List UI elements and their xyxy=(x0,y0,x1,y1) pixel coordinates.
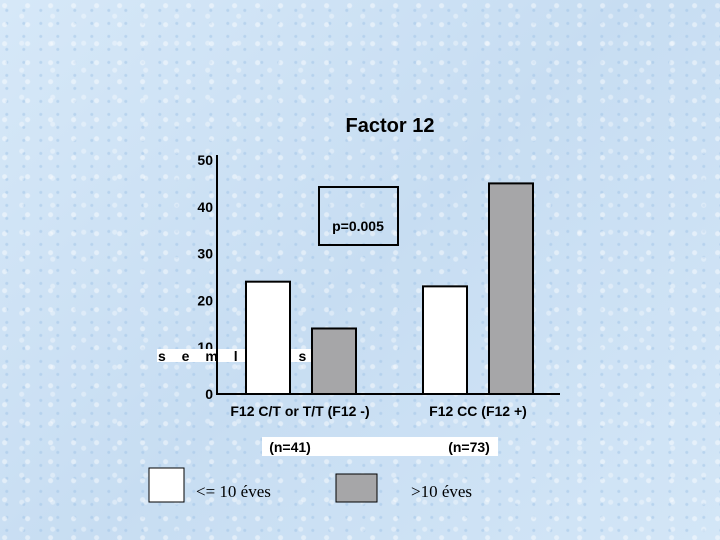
y-tick-label-4: 40 xyxy=(197,199,213,215)
annotation-box xyxy=(318,186,399,246)
legend-swatch-0 xyxy=(148,467,185,503)
bars-group xyxy=(245,182,534,396)
y-tick-label-0: 0 xyxy=(205,386,213,402)
n-strip xyxy=(262,437,498,456)
chart-title: Factor 12 xyxy=(346,115,435,137)
bar-series0-cat0 xyxy=(245,280,291,395)
legend-label-0: <= 10 éves xyxy=(196,482,271,501)
legend-label-1: >10 éves xyxy=(411,482,472,501)
p-value-annotation: p=0.005 xyxy=(332,218,384,234)
category-n-0: (n=41) xyxy=(269,439,311,455)
y-tick-label-5: 50 xyxy=(197,152,213,168)
category-n-1: (n=73) xyxy=(448,439,490,455)
y-tick-label-3: 30 xyxy=(197,246,213,262)
category-label-1: F12 CC (F12 +) xyxy=(429,403,527,419)
legend-swatch-1 xyxy=(335,473,378,503)
bar-series1-cat1 xyxy=(488,182,534,395)
y-tick-label-2: 20 xyxy=(197,292,213,308)
category-label-0: F12 C/T or T/T (F12 -) xyxy=(230,403,369,419)
bar-series0-cat1 xyxy=(422,285,468,395)
bar-series1-cat0 xyxy=(311,327,357,396)
